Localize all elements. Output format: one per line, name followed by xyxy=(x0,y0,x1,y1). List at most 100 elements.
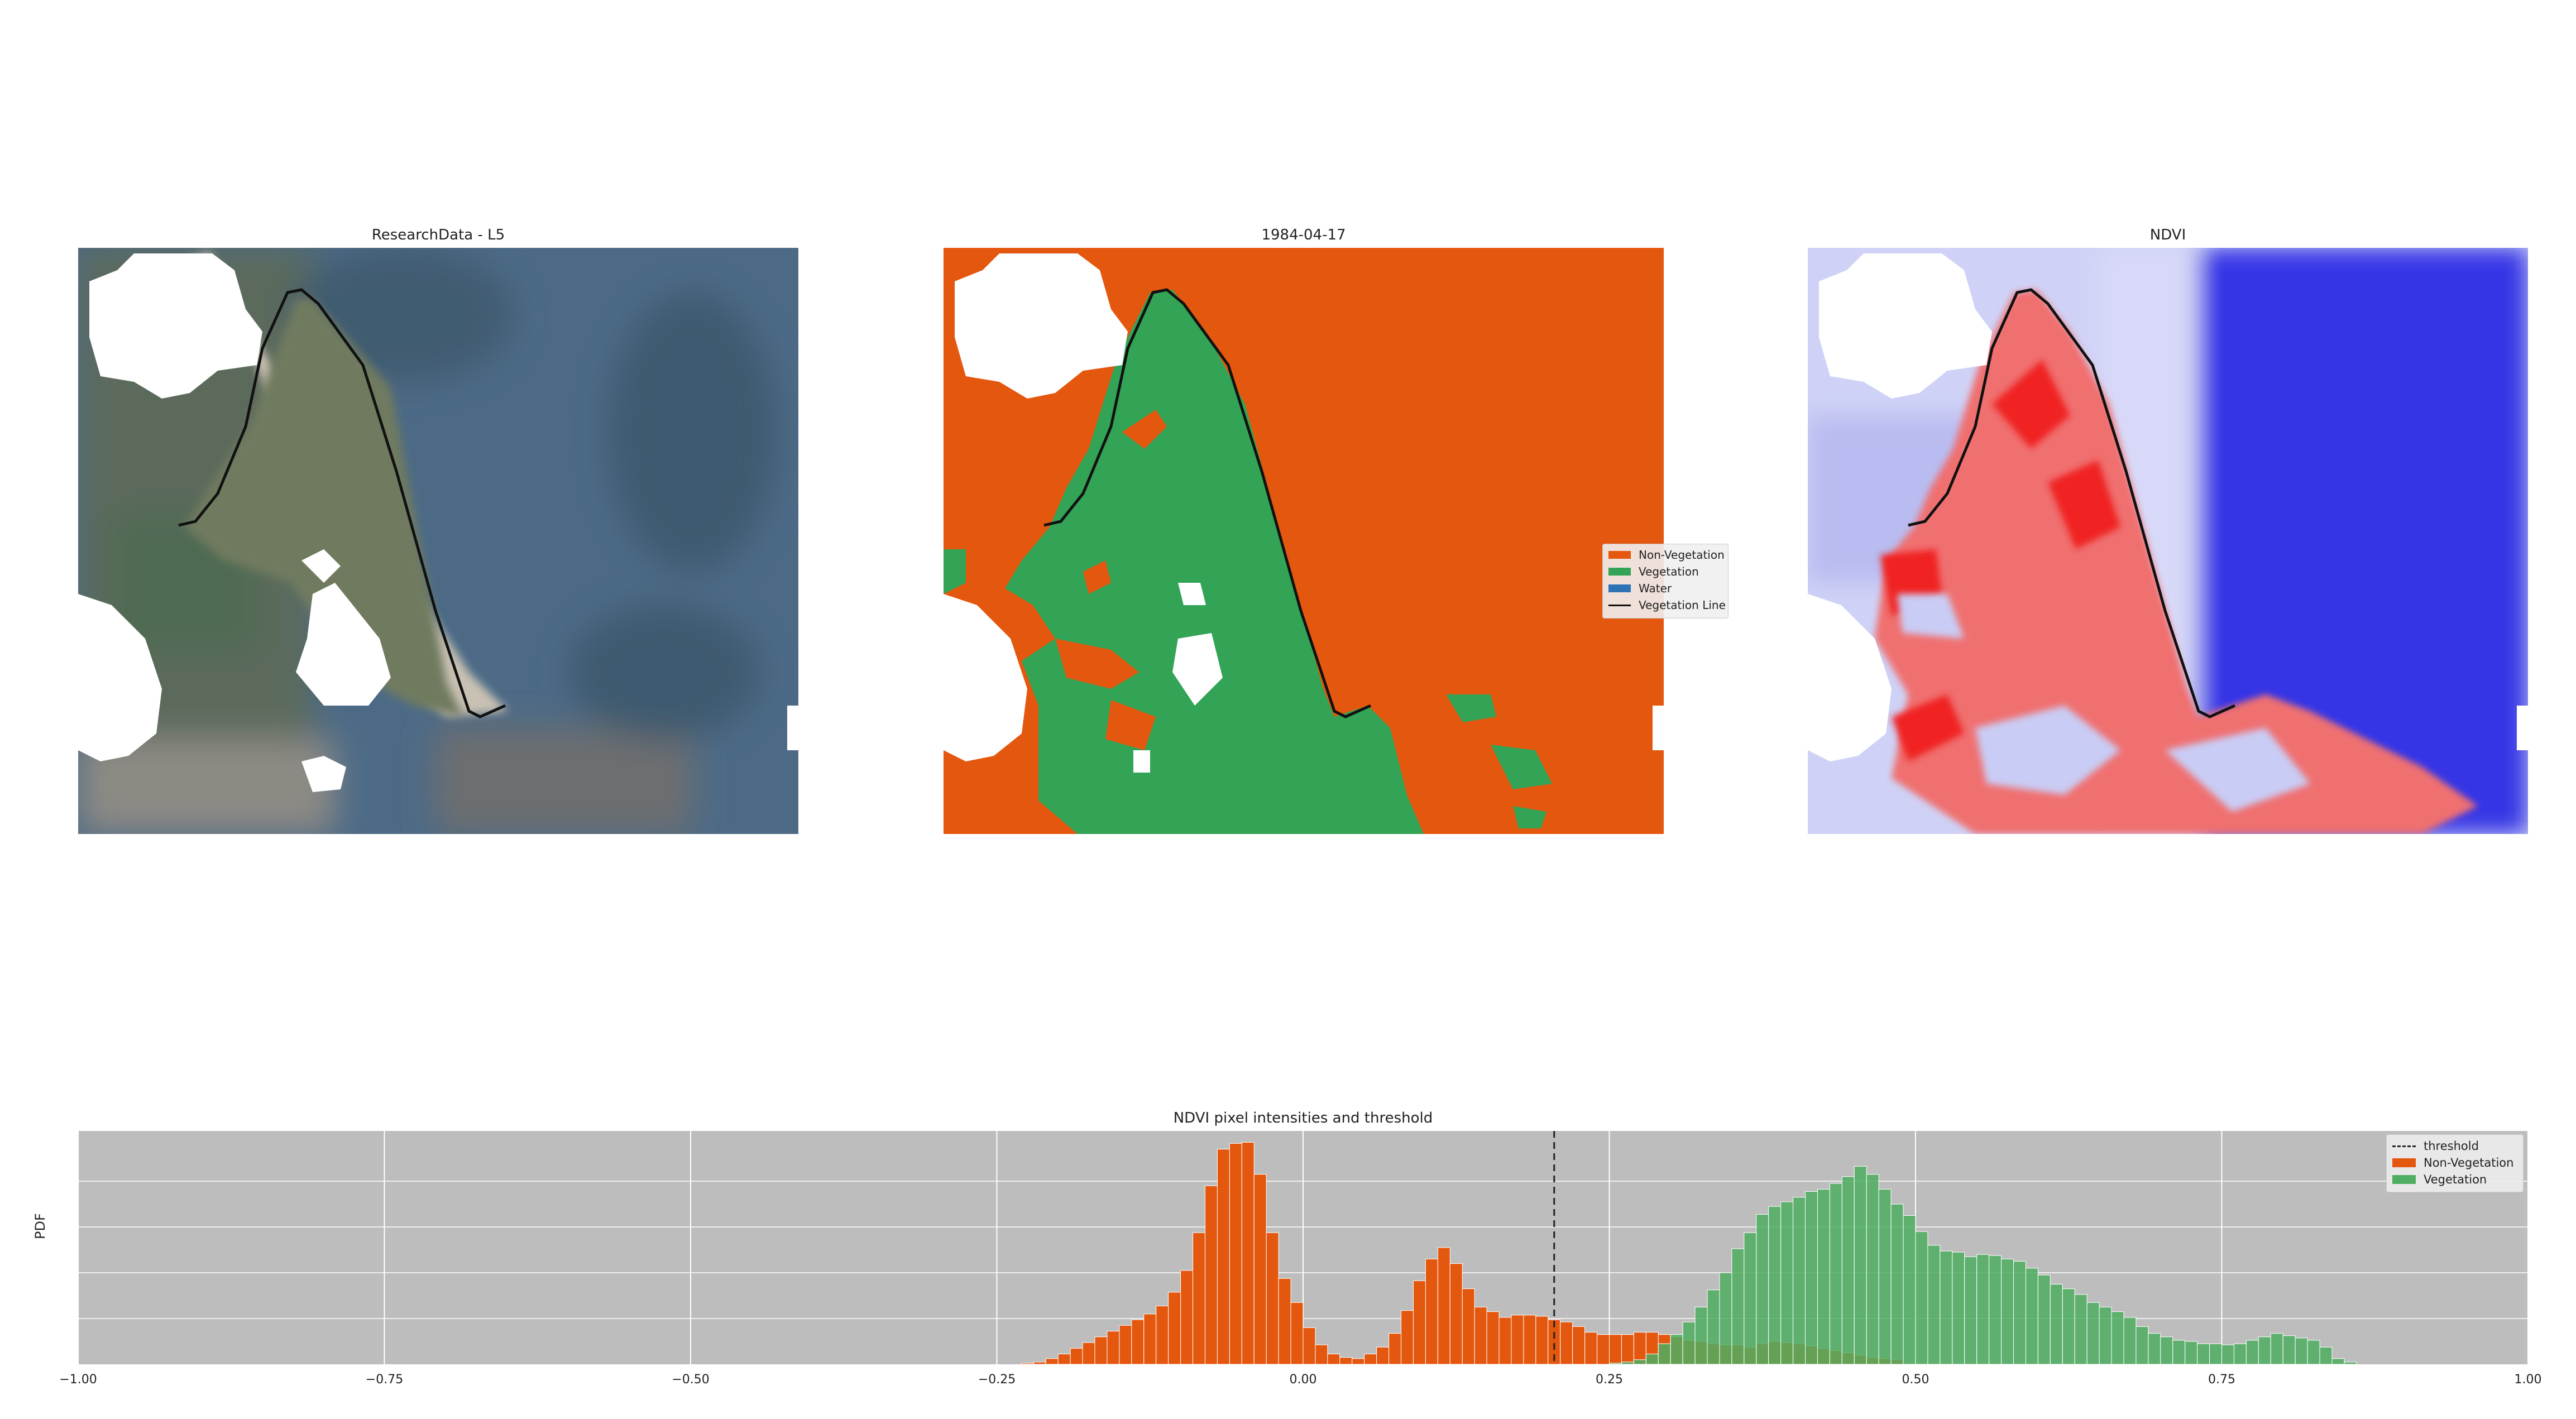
vegetation-bar xyxy=(2086,1302,2100,1365)
x-tick-label: 0.50 xyxy=(1902,1373,1929,1387)
non-vegetation-bar xyxy=(1204,1185,1218,1365)
vegetation-bar xyxy=(2037,1274,2051,1365)
ndvi-map-panel xyxy=(1808,248,2528,834)
vegetation-bar xyxy=(1670,1334,1683,1365)
vegetation-bar xyxy=(1829,1183,1842,1365)
non-vegetation-bar xyxy=(1253,1174,1267,1365)
vegetation-bar xyxy=(1609,1363,1622,1365)
vegetation-bar xyxy=(1940,1250,1953,1365)
non-vegetation-bar xyxy=(1609,1334,1622,1365)
vegetation-bar xyxy=(2062,1288,2075,1365)
legend-label-vegetation: Vegetation xyxy=(1639,565,1699,578)
non-vegetation-bar xyxy=(1241,1142,1255,1365)
vegetation-bar xyxy=(2001,1258,2014,1365)
non-vegetation-bar xyxy=(1413,1280,1426,1365)
vegetation-bar xyxy=(2099,1307,2112,1365)
non-vegetation-bar xyxy=(1107,1331,1120,1365)
legend-swatch-non-vegetation xyxy=(1608,551,1631,559)
non-vegetation-bar xyxy=(1266,1232,1279,1365)
vegetation-bar xyxy=(2025,1268,2038,1365)
vegetation-bar xyxy=(1621,1362,1634,1365)
vegetation-bar xyxy=(2148,1333,2161,1365)
legend-item-vegetation: Vegetation xyxy=(1608,564,1699,579)
legend-label-hist-vegetation: Vegetation xyxy=(2424,1173,2487,1186)
vegetation-bar xyxy=(2136,1326,2149,1365)
vegetation-bar xyxy=(2111,1311,2124,1365)
vegetation-bar xyxy=(2282,1335,2296,1365)
x-tick-label: −1.00 xyxy=(59,1373,97,1387)
vegetation-bar xyxy=(2295,1337,2308,1365)
vegetation-bar xyxy=(2123,1317,2137,1365)
x-tick-label: 0.00 xyxy=(1290,1373,1317,1387)
legend-label-hist-non-vegetation: Non-Vegetation xyxy=(2424,1156,2514,1169)
vegetation-bar xyxy=(1878,1188,1892,1365)
histogram-title: NDVI pixel intensities and threshold xyxy=(1173,1110,1433,1126)
vegetation-bar xyxy=(1744,1232,1757,1365)
vegetation-bar xyxy=(1682,1321,1696,1365)
legend-swatch-vegetation-line xyxy=(1608,604,1631,606)
vegetation-bar xyxy=(2319,1346,2333,1365)
non-vegetation-bar xyxy=(1401,1310,1414,1365)
non-vegetation-bar xyxy=(1486,1311,1500,1365)
vegetation-bar xyxy=(1633,1359,1646,1365)
vegetation-bar xyxy=(1719,1272,1732,1365)
vegetation-bar xyxy=(1756,1214,1769,1365)
legend-swatch-vegetation xyxy=(1608,568,1631,576)
vegetation-bar xyxy=(1976,1254,1990,1365)
ndvi-map xyxy=(1808,248,2528,834)
vegetation-bar xyxy=(1731,1248,1745,1365)
legend-label-water: Water xyxy=(1639,582,1672,595)
vegetation-bar xyxy=(2245,1340,2259,1365)
non-vegetation-bar xyxy=(1094,1336,1108,1365)
non-vegetation-bar xyxy=(1033,1362,1046,1365)
legend-item-water: Water xyxy=(1608,581,1672,596)
vegetation-bar xyxy=(1890,1204,1904,1365)
vegetation-bar xyxy=(1805,1191,1818,1365)
legend-label-non-vegetation: Non-Vegetation xyxy=(1639,548,1725,562)
non-vegetation-bar xyxy=(1376,1346,1390,1365)
non-vegetation-bar xyxy=(1315,1344,1328,1365)
vegetation-bar xyxy=(2344,1362,2357,1365)
vegetation-bar xyxy=(1841,1176,1855,1365)
classification-map xyxy=(944,248,1664,834)
rgb-image-panel xyxy=(78,248,798,834)
vegetation-bar xyxy=(2074,1294,2087,1365)
legend-item-hist-non-vegetation: Non-Vegetation xyxy=(2392,1155,2513,1171)
non-vegetation-bar xyxy=(1131,1319,1145,1365)
non-vegetation-bar xyxy=(1339,1357,1353,1365)
non-vegetation-bar xyxy=(1474,1307,1487,1365)
non-vegetation-bar xyxy=(1597,1334,1610,1365)
vegetation-bar xyxy=(1866,1174,1879,1365)
vegetation-bar xyxy=(2209,1343,2223,1365)
classified-panel-title: 1984-04-17 xyxy=(1261,227,1346,243)
vegetation-bar xyxy=(1964,1256,1978,1365)
non-vegetation-bar xyxy=(1364,1354,1377,1365)
vegetation-bar xyxy=(1780,1201,1794,1365)
vegetation-bar xyxy=(1903,1215,1916,1365)
non-vegetation-bar xyxy=(1462,1288,1475,1365)
histogram-legend: threshold Non-Vegetation Vegetation xyxy=(2386,1134,2524,1192)
vegetation-bar xyxy=(1952,1252,1965,1365)
legend-swatch-hist-non-vegetation xyxy=(2392,1158,2416,1167)
non-vegetation-bar xyxy=(1193,1232,1205,1365)
non-vegetation-bar xyxy=(1621,1334,1634,1365)
vegetation-bar xyxy=(1989,1255,2002,1365)
rgb-panel-title: ResearchData - L5 xyxy=(371,227,505,243)
non-vegetation-bar xyxy=(1388,1333,1402,1365)
non-vegetation-bar xyxy=(1021,1363,1034,1365)
x-tick-label: 0.25 xyxy=(1596,1373,1623,1387)
non-vegetation-bar xyxy=(1057,1354,1071,1365)
non-vegetation-bar xyxy=(1511,1315,1524,1365)
non-vegetation-bar xyxy=(1535,1316,1549,1365)
legend-item-non-vegetation: Non-Vegetation xyxy=(1608,548,1725,562)
legend-label-threshold: threshold xyxy=(2424,1139,2479,1153)
non-vegetation-bar xyxy=(1119,1325,1132,1365)
non-vegetation-bar xyxy=(1217,1149,1230,1365)
non-vegetation-bar xyxy=(1425,1258,1438,1365)
legend-label-vegetation-line: Vegetation Line xyxy=(1639,598,1726,612)
vegetation-bar xyxy=(1817,1188,1830,1365)
x-tick-label: −0.50 xyxy=(672,1373,709,1387)
vegetation-bar xyxy=(1658,1343,1671,1365)
vegetation-bar xyxy=(1854,1166,1867,1365)
